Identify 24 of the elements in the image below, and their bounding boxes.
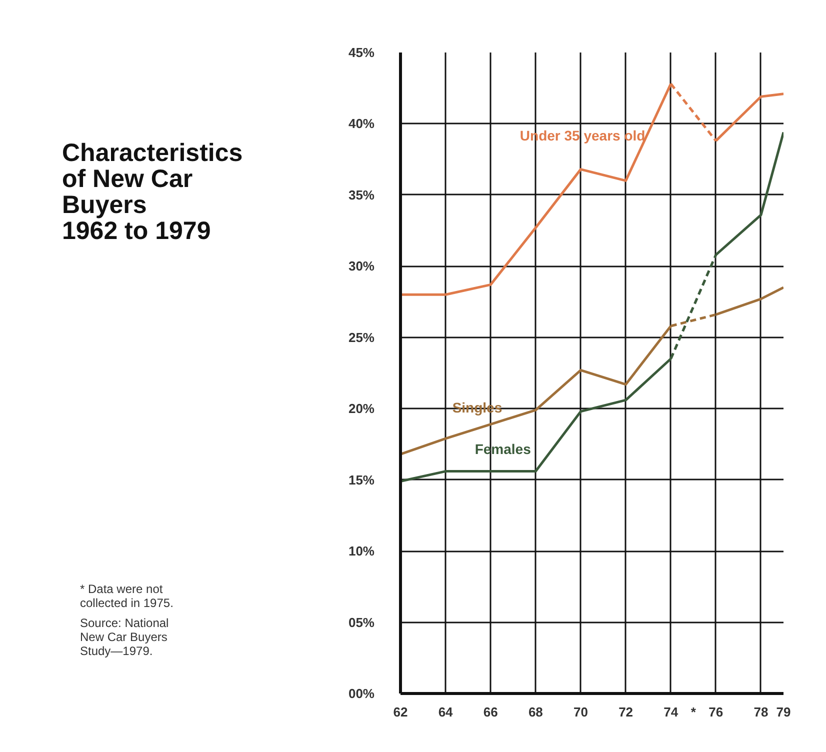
y-tick-label: 35% [348, 187, 375, 202]
x-tick-label: 72 [618, 704, 634, 720]
x-tick-label: 68 [528, 704, 543, 720]
x-tick-label: 74 [664, 704, 679, 720]
source-note: Source: National New Car Buyers Study—1979. [80, 616, 169, 658]
y-tick-label: 00% [348, 686, 375, 701]
x-tick-label: 62 [393, 704, 408, 720]
x-tick-label: 78 [754, 704, 768, 720]
y-tick-label: 40% [348, 116, 375, 132]
x-tick-label: 70 [574, 704, 588, 720]
text: Characteristics of New Car Buyers 1962 to 1979 [62, 139, 243, 245]
y-tick-label: 20% [348, 401, 375, 416]
text: * Data were not collected in 1975. [80, 582, 174, 610]
y-tick-label: 25% [348, 330, 375, 345]
y-tick-label: 45% [348, 45, 375, 60]
y-tick-label: 15% [348, 472, 375, 488]
x-tick-label: 76 [708, 704, 724, 720]
y-tick-label: 30% [348, 258, 375, 274]
y-tick-label: 10% [348, 544, 375, 559]
x-tick-label: 66 [483, 704, 498, 720]
x-tick-label: * [690, 704, 697, 720]
x-tick-label: 79 [776, 704, 791, 720]
x-tick-label: 64 [438, 704, 454, 720]
y-tick-label: 05% [348, 614, 375, 630]
